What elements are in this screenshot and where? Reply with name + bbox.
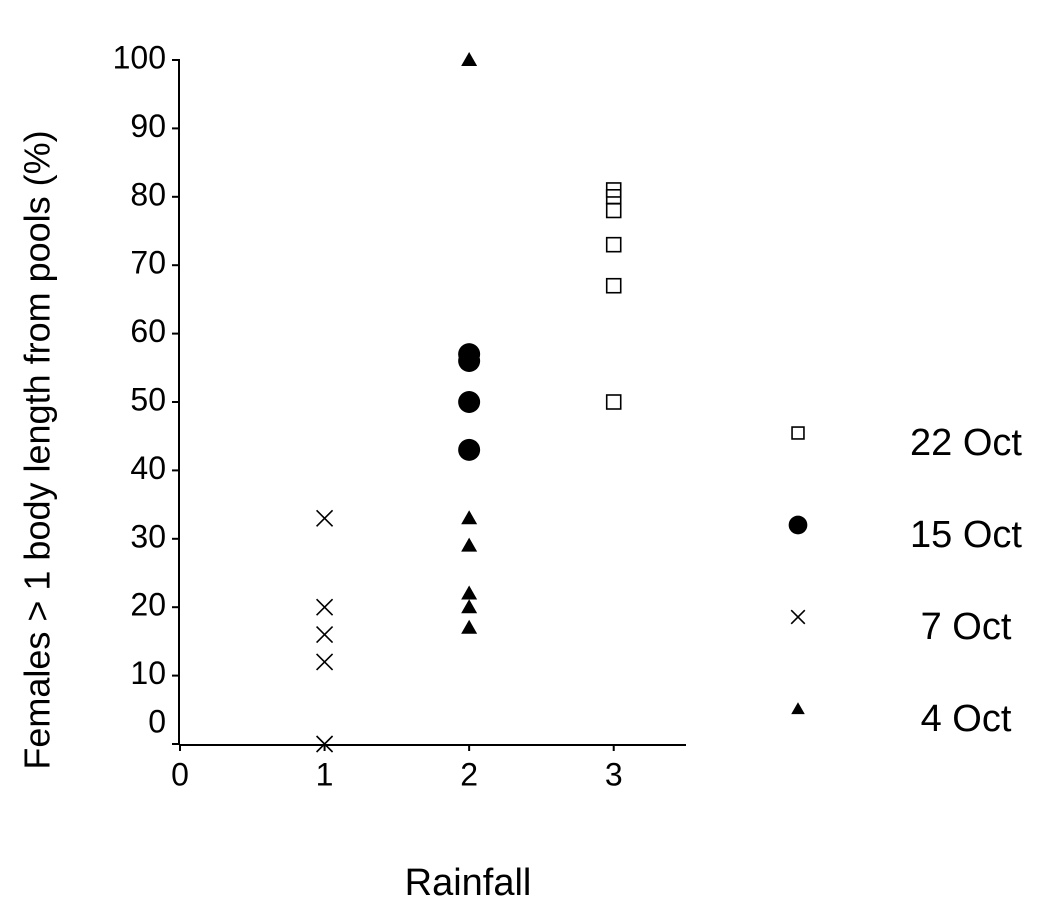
y-tick-label: 80 (130, 176, 166, 212)
legend-marker (791, 702, 805, 715)
marker (316, 598, 334, 616)
marker (461, 537, 478, 552)
marker (461, 52, 478, 66)
y-tick-label: 60 (130, 313, 166, 349)
marker (605, 236, 622, 253)
marker (458, 391, 481, 413)
marker (605, 202, 622, 219)
marker (605, 277, 622, 294)
y-tick-label: 50 (130, 381, 166, 417)
marker (605, 394, 622, 410)
legend-label: 22 Oct (910, 422, 1022, 464)
x-tick-label: 1 (316, 756, 334, 792)
legend-label: 15 Oct (910, 514, 1022, 556)
marker (316, 653, 334, 671)
marker (316, 509, 334, 527)
marker (461, 619, 478, 634)
legend-label: 4 Oct (921, 698, 1012, 740)
y-tick-label: 0 (148, 703, 166, 739)
marker (458, 349, 481, 372)
x-tick-label: 3 (605, 756, 623, 792)
x-tick-label: 0 (171, 756, 189, 792)
marker (316, 735, 334, 753)
y-axis-label: Females > 1 body length from pools (%) (17, 130, 58, 769)
marker (458, 438, 481, 461)
legend-marker (788, 515, 808, 535)
y-tick-label: 70 (130, 245, 166, 281)
legend-label: 7 Oct (921, 606, 1012, 648)
y-tick-label: 20 (130, 587, 166, 623)
marker (461, 585, 478, 600)
marker (461, 599, 478, 614)
y-tick-label: 100 (113, 39, 166, 75)
y-tick-label: 40 (130, 450, 166, 486)
x-axis-label: Rainfall (405, 862, 532, 904)
marker (316, 625, 334, 644)
legend-marker (790, 609, 806, 625)
y-tick-label: 90 (130, 108, 166, 144)
legend-marker (791, 426, 805, 440)
y-tick-label: 30 (130, 518, 166, 554)
marker (461, 510, 478, 525)
y-tick-label: 10 (130, 655, 166, 691)
x-tick-label: 2 (460, 756, 478, 792)
